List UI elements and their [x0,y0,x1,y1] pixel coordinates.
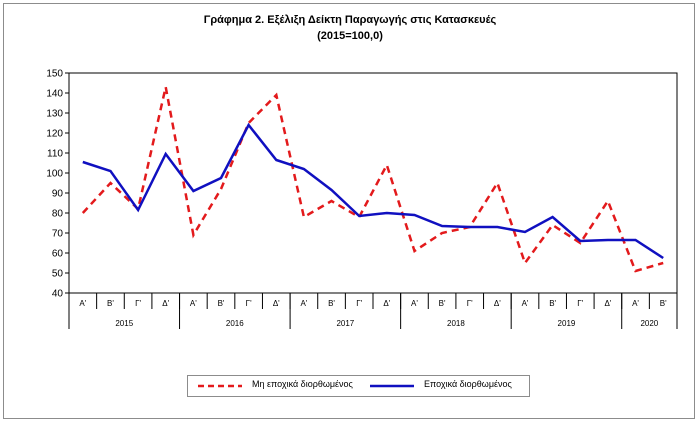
series-line-non-seasonal [81,86,664,273]
legend-label-non-seasonal: Μη εποχικά διορθωμένος [252,379,353,389]
x-tick-label: Α' [300,299,307,308]
year-label: 2017 [336,319,354,328]
x-tick-label: Γ' [577,299,583,308]
x-tick-label: Α' [190,299,197,308]
y-tick-label: 40 [52,289,64,300]
y-tick-label: 50 [52,269,64,280]
y-tick-label: 60 [52,249,64,260]
x-tick-label: Δ' [494,299,501,308]
series-line-seasonal [82,122,664,260]
x-tick-label: Β' [328,299,335,308]
legend-swatch-seasonal [370,384,414,388]
y-tick-label: 110 [47,149,63,160]
y-tick-label: 150 [46,69,63,80]
year-label: 2019 [558,319,576,328]
y-tick-label: 120 [46,129,63,140]
chart-axes: 40 50 60 70 80 90 100 110 120 130 140 150 Α' Β' Γ' Δ' Α'… [46,69,678,329]
x-tick-label: Β' [218,299,225,308]
x-tick-label: Δ' [383,299,390,308]
x-tick-label: Β' [549,299,556,308]
x-tick-label: Β' [107,299,114,308]
chart-series [81,86,664,273]
x-tick-label: Α' [411,299,418,308]
x-tick-label: Α' [522,299,529,308]
x-tick-label: Γ' [467,299,473,308]
legend-label-seasonal: Εποχικά διορθωμένος [424,379,512,389]
x-tick-label: Β' [660,299,667,308]
chart-subtitle: (2015=100,0) [317,30,383,42]
y-tick-label: 140 [46,89,63,100]
x-tick-label: Δ' [162,299,169,308]
x-tick-label: Γ' [356,299,362,308]
year-label: 2015 [115,319,133,328]
chart-legend: Μη εποχικά διορθωμένος Εποχικά διορθωμέν… [187,375,530,397]
year-label: 2018 [447,319,465,328]
x-tick-label: Δ' [604,299,611,308]
y-tick-label: 70 [52,229,64,240]
y-tick-label: 90 [52,189,64,200]
x-tick-label: Δ' [273,299,280,308]
x-tick-label: Γ' [135,299,141,308]
y-tick-label: 130 [46,109,63,120]
year-label: 2020 [640,319,658,328]
y-tick-label: 100 [46,169,63,180]
chart-title: Γράφημα 2. Εξέλιξη Δείκτη Παραγωγής στις… [203,14,497,26]
x-tick-label: Γ' [246,299,252,308]
x-tick-label: Β' [439,299,446,308]
year-label: 2016 [226,319,244,328]
legend-swatch-non-seasonal [198,384,242,388]
y-tick-label: 80 [52,209,64,220]
x-tick-label: Α' [79,299,86,308]
x-tick-label: Α' [632,299,639,308]
